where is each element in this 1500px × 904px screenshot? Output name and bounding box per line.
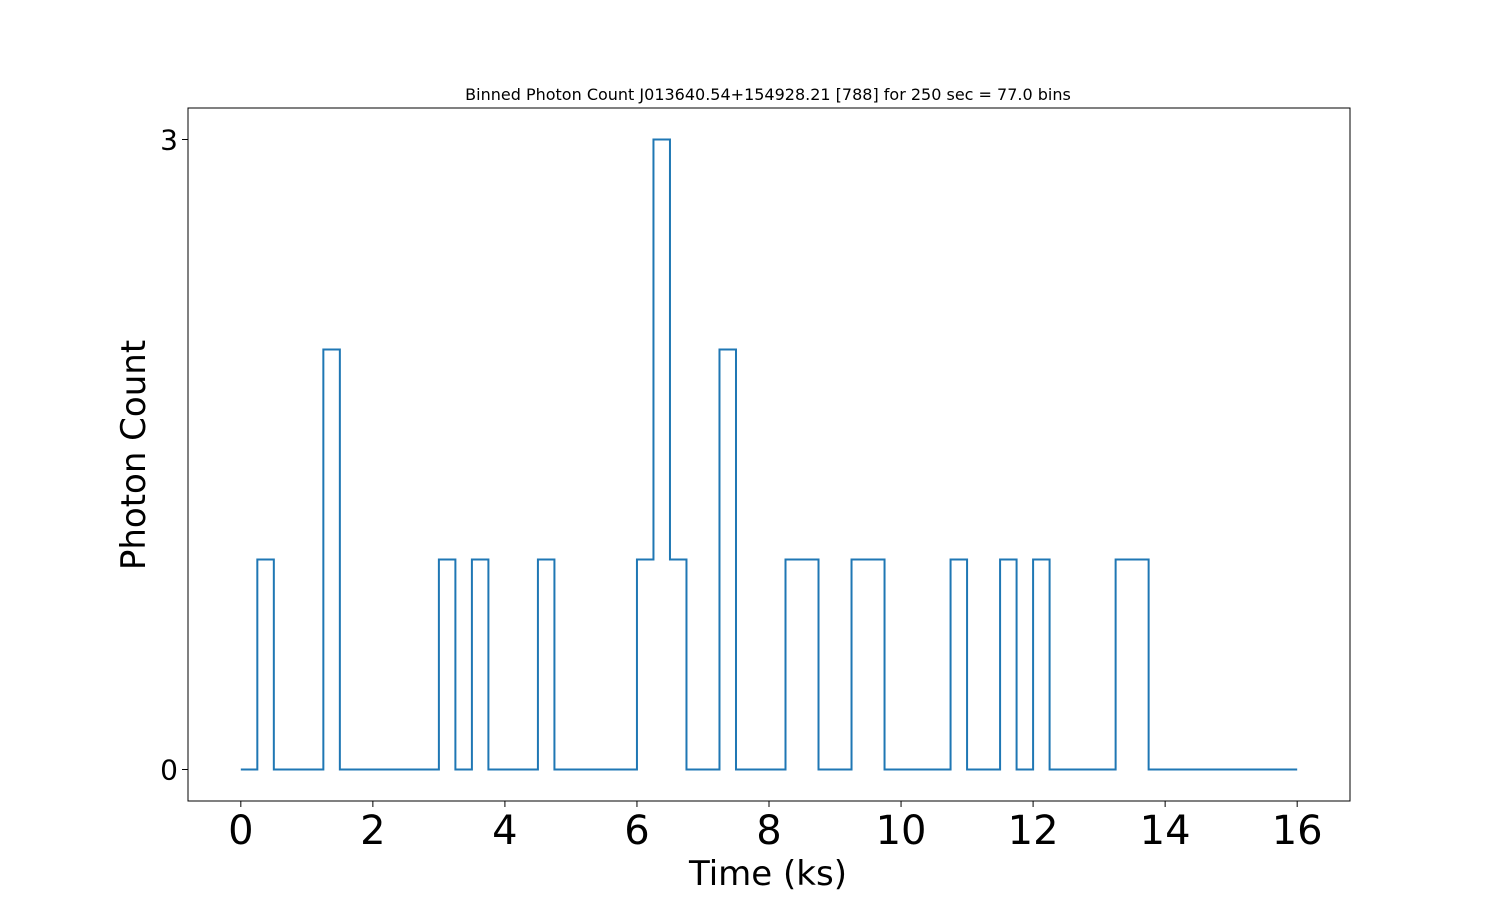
x-tick-label: 12 (1008, 808, 1059, 854)
plot-area-frame (187, 107, 1351, 802)
x-tick-label: 14 (1140, 808, 1191, 854)
x-tick-label: 16 (1272, 808, 1323, 854)
chart-title: Binned Photon Count J013640.54+154928.21… (465, 85, 1071, 104)
x-axis-label: Time (ks) (688, 854, 847, 894)
x-tick-label: 0 (228, 808, 253, 854)
series-layer (240, 138, 1298, 771)
y-tick-label: 0 (160, 754, 178, 787)
x-tick-label: 2 (360, 808, 385, 854)
x-tick-label: 8 (756, 808, 781, 854)
y-axis-label: Photon Count (114, 340, 154, 570)
y-tick-label: 3 (160, 124, 178, 157)
series-line (240, 138, 1298, 771)
x-tick-label: 6 (624, 808, 649, 854)
y-axis: 03 (160, 124, 188, 787)
x-axis: 0 2 4 6 8 10 12 14 16 (228, 801, 1323, 854)
x-tick-label: 10 (876, 808, 927, 854)
x-tick-label: 4 (492, 808, 517, 854)
